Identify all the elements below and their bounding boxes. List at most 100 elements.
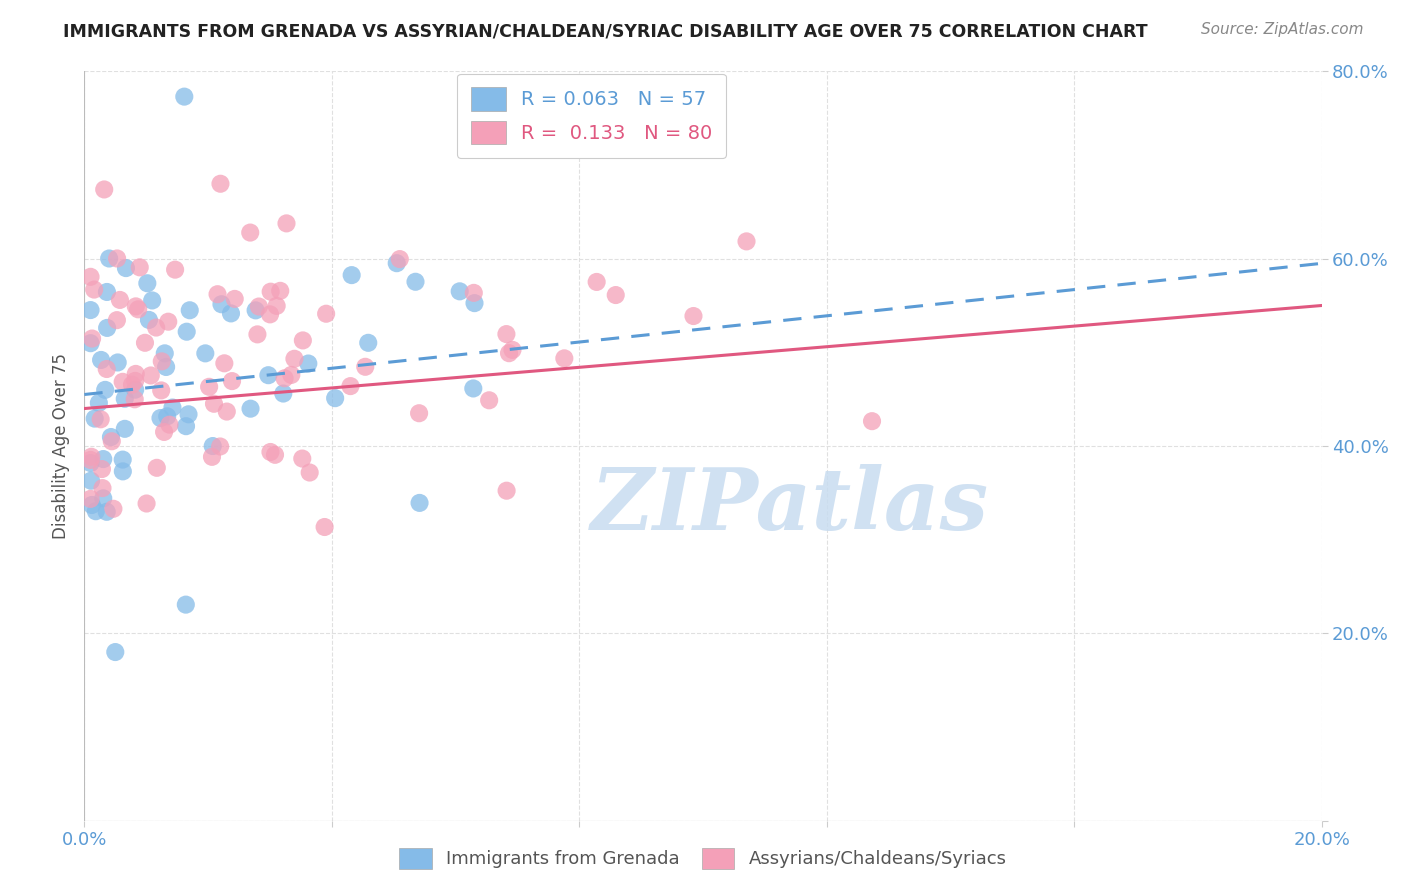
Point (271, 386, 294, 401)
Point (735, 235, 758, 249)
Point (115, 261, 138, 276)
Point (153, 425, 176, 439)
Point (150, 384, 173, 398)
Point (165, 262, 187, 277)
Point (239, 226, 262, 240)
Point (136, 277, 159, 291)
Point (201, 439, 224, 453)
Point (111, 375, 134, 389)
Point (209, 177, 232, 191)
Text: Source: ZipAtlas.com: Source: ZipAtlas.com (1201, 22, 1364, 37)
Point (354, 359, 377, 374)
Point (408, 406, 430, 420)
Point (79, 453, 101, 467)
Point (173, 89, 195, 103)
Point (276, 216, 298, 230)
Point (135, 496, 157, 510)
Point (107, 355, 129, 369)
Point (124, 392, 146, 407)
Point (79, 491, 101, 506)
Point (114, 392, 136, 406)
Point (860, 414, 883, 428)
Point (90, 353, 112, 368)
Point (553, 351, 575, 366)
Point (207, 287, 229, 301)
Point (297, 357, 319, 371)
Point (221, 374, 243, 388)
Point (104, 645, 127, 659)
Point (80, 474, 103, 488)
Point (179, 303, 201, 318)
Point (340, 268, 363, 282)
Point (314, 520, 336, 534)
Text: IMMIGRANTS FROM GRENADA VS ASSYRIAN/CHALDEAN/SYRIAC DISABILITY AGE OVER 75 CORRE: IMMIGRANTS FROM GRENADA VS ASSYRIAN/CHAL… (63, 22, 1147, 40)
Point (298, 466, 321, 480)
Point (176, 325, 198, 339)
Point (87, 396, 110, 410)
Point (214, 356, 236, 370)
Point (150, 354, 173, 368)
Point (211, 297, 233, 311)
Point (100, 430, 122, 444)
Point (80, 450, 103, 464)
Point (498, 346, 520, 360)
Point (478, 393, 501, 408)
Point (273, 371, 295, 385)
Point (449, 285, 471, 299)
Point (259, 307, 281, 321)
Point (83, 283, 105, 297)
Point (157, 315, 180, 329)
Point (149, 411, 172, 425)
Point (291, 334, 314, 348)
Point (246, 327, 269, 342)
Point (198, 380, 221, 394)
Point (315, 307, 337, 321)
Point (141, 293, 163, 308)
Y-axis label: Disability Age Over 75: Disability Age Over 75 (52, 353, 70, 539)
Point (194, 346, 217, 360)
Point (155, 359, 177, 374)
Point (114, 422, 136, 436)
Point (388, 252, 411, 266)
Point (264, 448, 287, 462)
Point (495, 483, 517, 498)
Point (98, 252, 121, 266)
Point (79, 336, 101, 351)
Point (125, 299, 148, 313)
Point (105, 252, 128, 266)
Point (94, 383, 117, 397)
Point (259, 445, 281, 459)
Point (239, 401, 262, 416)
Point (463, 296, 485, 310)
Point (209, 440, 232, 454)
Point (269, 284, 291, 298)
Point (266, 299, 288, 313)
Point (124, 383, 146, 397)
Point (121, 377, 143, 392)
Point (682, 309, 704, 323)
Point (516, 125, 538, 139)
Point (111, 464, 134, 478)
Point (357, 335, 380, 350)
Point (128, 260, 150, 275)
Point (495, 327, 517, 342)
Point (174, 598, 197, 612)
Point (103, 501, 125, 516)
Point (260, 285, 283, 299)
Point (408, 496, 430, 510)
Point (90, 462, 112, 476)
Point (96, 505, 118, 519)
Point (177, 407, 200, 421)
Point (134, 335, 156, 350)
Point (585, 275, 607, 289)
Point (90, 412, 112, 426)
Point (127, 302, 149, 317)
Point (96, 285, 118, 299)
Point (105, 313, 128, 327)
Legend: R = 0.063   N = 57, R =  0.133   N = 80: R = 0.063 N = 57, R = 0.133 N = 80 (457, 73, 725, 158)
Point (605, 288, 627, 302)
Point (79, 269, 101, 284)
Point (201, 450, 224, 464)
Point (138, 313, 160, 327)
Point (405, 275, 427, 289)
